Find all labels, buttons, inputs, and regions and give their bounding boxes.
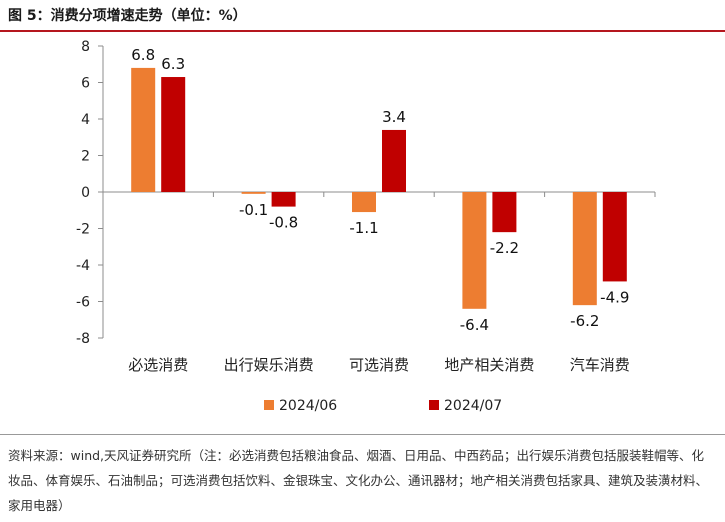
y-tick-label: -6 — [76, 295, 90, 311]
legend-label-1: 2024/06 — [279, 398, 337, 414]
category-label: 地产相关消费 — [444, 356, 534, 374]
data-label: -6.2 — [570, 312, 599, 330]
figure-title: 图 5：消费分项增速走势（单位：%） — [8, 8, 247, 24]
data-label: 6.8 — [131, 46, 155, 64]
data-label: -6.4 — [460, 316, 489, 334]
data-label: -4.9 — [600, 288, 629, 306]
category-label: 必选消费 — [128, 356, 188, 374]
data-label: -0.1 — [239, 201, 268, 219]
data-label: 3.4 — [382, 108, 406, 126]
bar-chart: -8 -6 -4 -2 0 2 4 6 8 6.8 6.3 必选消费 -0.1-0.8 出行娱乐消费 -1.… — [76, 39, 656, 414]
bar-2 — [161, 77, 186, 192]
bar-1 — [241, 192, 266, 194]
category-label: 汽车消费 — [570, 356, 630, 374]
bar-2 — [382, 129, 406, 192]
data-label: -1.1 — [349, 219, 378, 237]
bar-1 — [131, 67, 156, 192]
source-note: 资料来源：wind,天风证券研究所（注：必选消费包括粮油食品、烟酒、日用品、中西… — [8, 448, 709, 513]
y-tick-label: -8 — [76, 331, 90, 347]
data-label: 6.3 — [161, 55, 185, 73]
bar-2 — [602, 192, 627, 282]
bar-2 — [492, 192, 517, 233]
y-tick-label: 8 — [81, 39, 90, 55]
bar-1 — [572, 192, 597, 306]
bar-1 — [462, 192, 487, 309]
y-tick-label: 2 — [81, 149, 90, 165]
data-label: -0.8 — [269, 214, 298, 232]
y-tick-label: -4 — [76, 258, 90, 274]
legend-swatch-2 — [429, 400, 439, 410]
category-label: 可选消费 — [349, 356, 409, 374]
bar-1 — [352, 192, 376, 213]
source-box: 资料来源：wind,天风证券研究所（注：必选消费包括粮油食品、烟酒、日用品、中西… — [0, 434, 725, 522]
legend-label-2: 2024/07 — [444, 398, 502, 414]
bar-2 — [271, 192, 296, 207]
y-tick-label: 6 — [81, 76, 90, 92]
title-bar: 图 5：消费分项增速走势（单位：%） — [0, 0, 725, 32]
legend-swatch-1 — [264, 400, 274, 410]
y-tick-label: 0 — [81, 185, 90, 201]
y-tick-label: -2 — [76, 222, 90, 238]
data-label: -2.2 — [490, 239, 519, 257]
y-tick-label: 4 — [81, 112, 90, 128]
category-label: 出行娱乐消费 — [224, 356, 314, 374]
